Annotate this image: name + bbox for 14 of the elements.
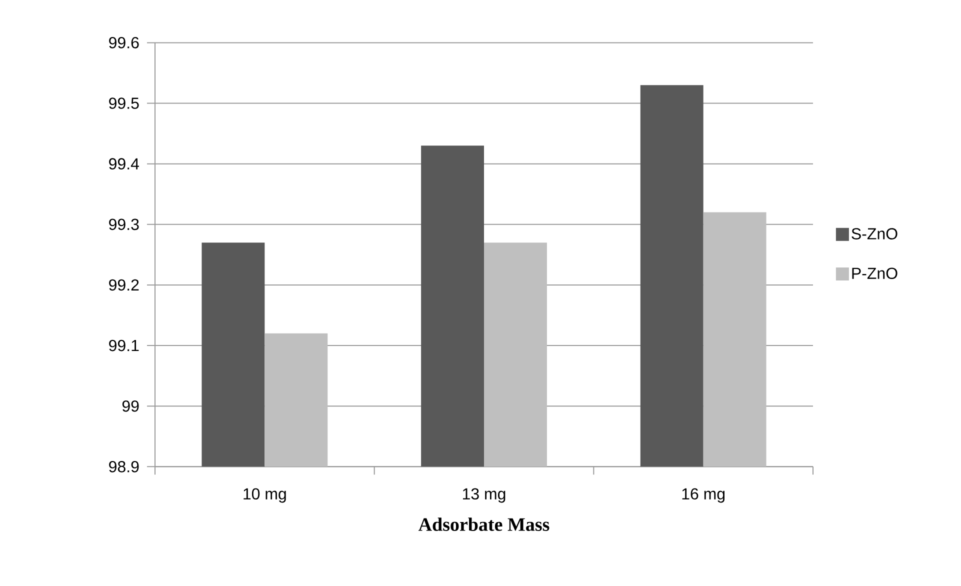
x-tick-label: 13 mg [462,488,506,503]
y-tick-label: 99.1 [109,340,139,352]
x-tick-label: 16 mg [682,488,725,503]
y-tick-label: 99 [122,400,139,412]
legend-label: P-ZnO [852,268,898,280]
y-tick-label: 98.9 [109,461,139,472]
x-tick-label: 10 mg [244,488,286,503]
y-tick-label: 99.2 [109,279,139,291]
legend-label: S-ZnO [852,228,898,240]
y-tick-label: 99.6 [109,37,139,48]
y-tick-label: 99.5 [109,98,139,109]
y-tick-label: 99.3 [109,218,139,230]
x-axis-title: Adsorbate Mass [418,518,550,531]
y-tick-label: 99.4 [109,158,139,170]
